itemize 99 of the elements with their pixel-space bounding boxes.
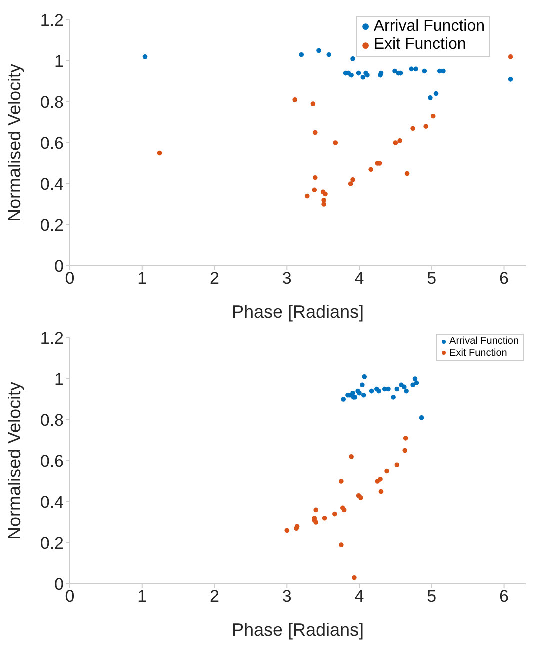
- point: [414, 380, 420, 386]
- point: [341, 397, 346, 402]
- point: [386, 386, 391, 392]
- y-tick-label: 0.6: [40, 134, 64, 154]
- point: [349, 454, 354, 460]
- point: [394, 462, 400, 468]
- point: [332, 512, 338, 517]
- x-axis-title: Phase [Radians]: [232, 302, 364, 322]
- point: [322, 516, 328, 521]
- point: [361, 393, 366, 398]
- point: [424, 124, 429, 129]
- point: [305, 194, 310, 199]
- point: [409, 66, 414, 72]
- point: [333, 140, 338, 146]
- y-tick-label: 1.2: [40, 11, 64, 30]
- point: [142, 54, 148, 60]
- point: [349, 72, 354, 78]
- x-tick-label: 6: [500, 587, 510, 606]
- x-tick-label: 5: [427, 269, 437, 288]
- point: [414, 66, 418, 72]
- point: [404, 388, 409, 394]
- point: [350, 390, 356, 396]
- point: [410, 126, 416, 132]
- point: [410, 382, 416, 388]
- point: [358, 496, 364, 500]
- point: [348, 182, 354, 186]
- point: [434, 91, 439, 96]
- x-tick-label: 4: [354, 269, 364, 288]
- point: [412, 376, 418, 382]
- y-tick-label: 1: [54, 52, 64, 72]
- point: [392, 68, 398, 74]
- y-tick-label: 0.6: [40, 452, 64, 472]
- point: [369, 388, 374, 394]
- point: [441, 68, 446, 74]
- point: [339, 479, 344, 484]
- x-tick-label: 2: [210, 269, 220, 288]
- y-tick-label: 0.4: [40, 493, 64, 512]
- x-tick-label: 1: [138, 587, 148, 606]
- x-axis-title: Phase [Radians]: [232, 620, 364, 640]
- point: [422, 68, 428, 74]
- point: [312, 188, 318, 193]
- x-tick-label: 5: [427, 587, 437, 606]
- legend-label: Arrival Function: [450, 336, 519, 348]
- point: [316, 48, 322, 54]
- point: [508, 54, 514, 60]
- point: [350, 178, 356, 182]
- legend-label: Exit Function: [450, 348, 508, 359]
- point: [310, 102, 316, 106]
- point: [360, 382, 365, 388]
- point: [508, 77, 514, 82]
- point: [391, 395, 396, 400]
- point: [312, 175, 318, 180]
- y-tick-label: 0.8: [40, 93, 64, 112]
- x-tick-label: 1: [138, 269, 148, 288]
- y-tick-label: 0.8: [40, 411, 64, 430]
- point: [402, 448, 408, 454]
- point: [284, 528, 290, 534]
- y-tick-label: 0.4: [40, 175, 64, 194]
- point: [356, 70, 362, 76]
- x-tick-label: 2: [210, 587, 220, 606]
- point: [393, 140, 398, 146]
- x-tick-label: 3: [282, 587, 292, 606]
- point: [157, 150, 162, 156]
- y-tick-label: 1: [54, 370, 64, 390]
- y-tick-label: 1.2: [40, 329, 64, 348]
- point: [362, 374, 367, 380]
- point: [339, 542, 344, 548]
- legend-label: Exit Function: [374, 36, 466, 55]
- point: [326, 52, 332, 58]
- point: [323, 192, 328, 197]
- y-tick-label: 0.2: [40, 534, 64, 554]
- point: [352, 575, 357, 580]
- point: [378, 477, 383, 482]
- y-tick-label: 0.2: [40, 216, 64, 236]
- legend-label: Arrival Function: [374, 18, 485, 36]
- point: [428, 96, 433, 100]
- y-tick-label: 0: [54, 257, 64, 276]
- point: [402, 384, 407, 390]
- point: [419, 416, 424, 420]
- point: [384, 468, 390, 474]
- point: [430, 114, 436, 119]
- point: [398, 138, 402, 144]
- point: [312, 130, 318, 136]
- point: [292, 98, 298, 102]
- point: [322, 198, 326, 203]
- point: [299, 52, 304, 58]
- point: [378, 489, 384, 494]
- point: [294, 524, 300, 529]
- x-tick-label: 6: [500, 269, 510, 288]
- x-tick-label: 4: [354, 587, 364, 606]
- point: [368, 167, 374, 172]
- point: [404, 171, 410, 176]
- x-tick-label: 3: [282, 269, 292, 288]
- y-tick-label: 0: [54, 575, 64, 594]
- point: [360, 75, 366, 80]
- point: [394, 386, 400, 392]
- point: [314, 508, 318, 513]
- point: [322, 202, 326, 207]
- point: [403, 436, 408, 441]
